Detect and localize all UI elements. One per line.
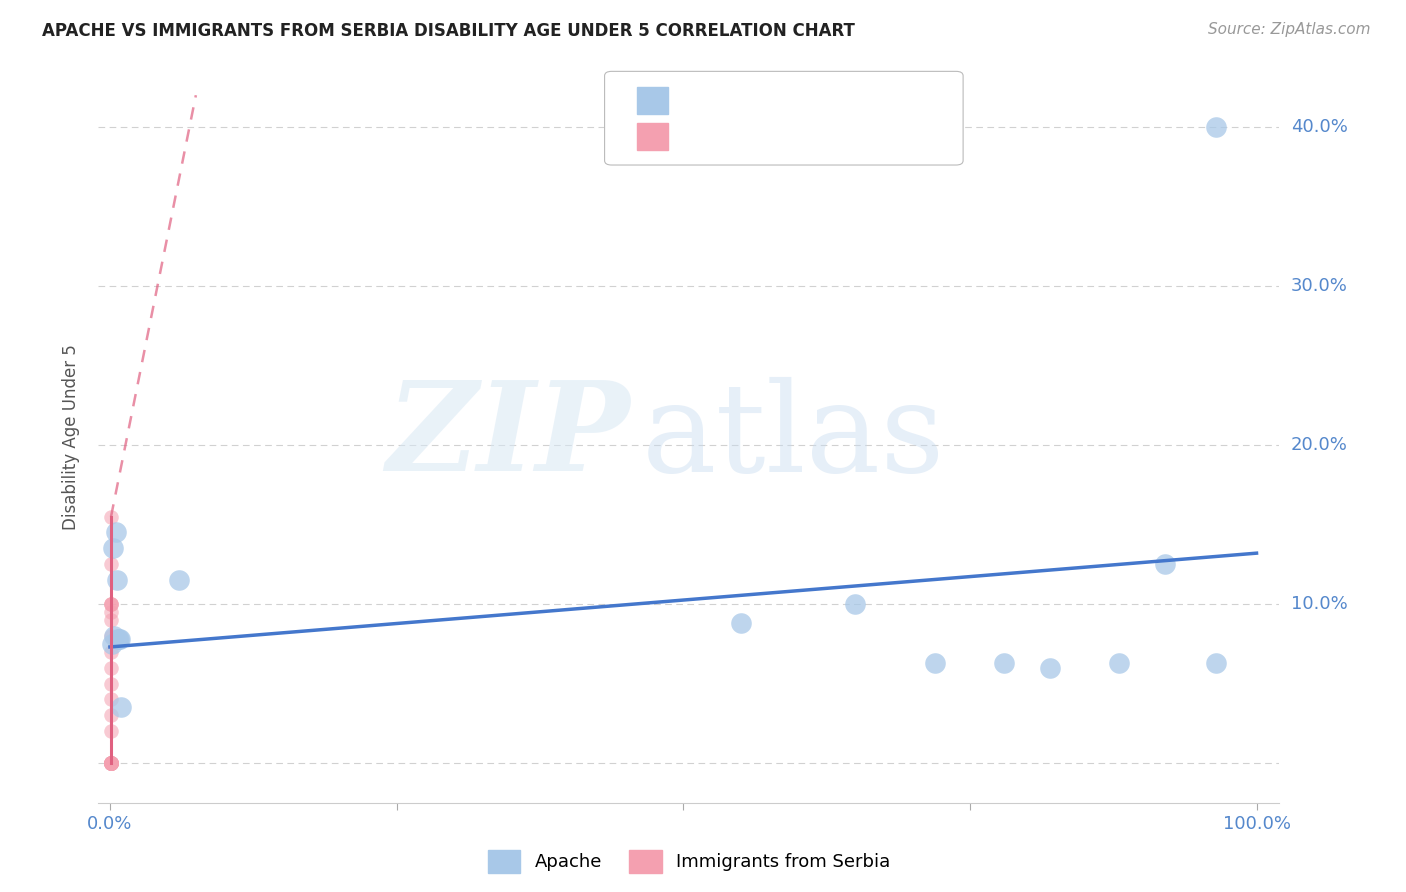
Point [1205, 120, 1227, 134]
Point [110, 700, 132, 714]
Point [108, 632, 131, 646]
Point [100, 756, 122, 770]
Point [100, 756, 122, 770]
Point [100, 756, 122, 770]
Text: 30.0%: 30.0% [1291, 277, 1347, 295]
Y-axis label: Disability Age Under 5: Disability Age Under 5 [62, 344, 80, 530]
Text: R = 0.833   N = 34: R = 0.833 N = 34 [682, 127, 882, 146]
Point [100, 756, 122, 770]
Point [1108, 656, 1130, 670]
Point [100, 756, 122, 770]
Point [100, 756, 122, 770]
Text: ZIP: ZIP [387, 376, 630, 498]
Point [844, 597, 866, 611]
Point [1205, 656, 1227, 670]
Point [100, 708, 122, 723]
Point [100, 756, 122, 770]
Point [100, 756, 122, 770]
Text: 10.0%: 10.0% [1291, 595, 1347, 613]
Point [100, 597, 122, 611]
Point [993, 656, 1015, 670]
Point [730, 616, 752, 631]
Point [100, 756, 122, 770]
Text: Source: ZipAtlas.com: Source: ZipAtlas.com [1208, 22, 1371, 37]
Point [100, 692, 122, 706]
Point [1039, 660, 1062, 674]
Point [100, 629, 122, 643]
Point [107, 632, 129, 646]
Legend: Apache, Immigrants from Serbia: Apache, Immigrants from Serbia [478, 841, 900, 881]
Point [100, 756, 122, 770]
Text: atlas: atlas [641, 376, 945, 498]
Point [1153, 558, 1175, 572]
Point [100, 756, 122, 770]
Point [100, 558, 122, 572]
Text: R = 0.279   N = 18: R = 0.279 N = 18 [682, 91, 882, 111]
Point [108, 632, 131, 646]
Point [100, 597, 122, 611]
Point [100, 756, 122, 770]
Point [100, 613, 122, 627]
Point [100, 509, 122, 524]
Point [105, 573, 128, 587]
Point [100, 724, 122, 739]
Point [100, 645, 122, 659]
Point [100, 660, 122, 674]
Point [103, 629, 125, 643]
Text: APACHE VS IMMIGRANTS FROM SERBIA DISABILITY AGE UNDER 5 CORRELATION CHART: APACHE VS IMMIGRANTS FROM SERBIA DISABIL… [42, 22, 855, 40]
Point [100, 597, 122, 611]
Point [100, 605, 122, 619]
Point [167, 573, 190, 587]
Point [100, 756, 122, 770]
Point [924, 656, 946, 670]
Text: 40.0%: 40.0% [1291, 118, 1347, 136]
Point [100, 756, 122, 770]
Point [101, 637, 124, 651]
Point [103, 541, 125, 556]
Point [100, 756, 122, 770]
Point [104, 525, 127, 540]
Point [100, 756, 122, 770]
Point [100, 756, 122, 770]
Text: 20.0%: 20.0% [1291, 436, 1347, 454]
Point [100, 676, 122, 690]
Point [100, 756, 122, 770]
Point [100, 756, 122, 770]
Point [100, 756, 122, 770]
